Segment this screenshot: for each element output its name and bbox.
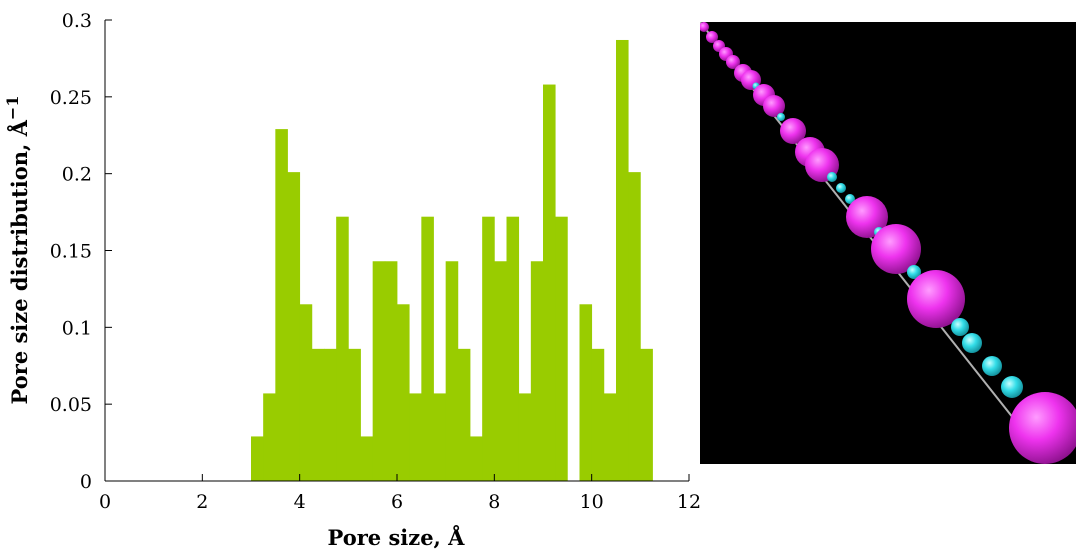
x-tick-label: 6 bbox=[391, 491, 403, 513]
histogram-bar bbox=[518, 393, 532, 481]
histogram-bar bbox=[372, 261, 386, 481]
x-tick-label: 10 bbox=[580, 491, 604, 513]
pore-sphere bbox=[1009, 392, 1076, 464]
pore-sphere bbox=[763, 95, 785, 117]
x-ticks: 0 2 4 6 8 10 12 bbox=[99, 474, 700, 513]
histogram-bar bbox=[348, 348, 361, 481]
x-tick-label: 0 bbox=[99, 491, 111, 513]
histogram-bar bbox=[579, 304, 593, 481]
histogram-bar bbox=[628, 172, 641, 481]
channel-sphere bbox=[827, 172, 837, 182]
histogram-bar bbox=[251, 436, 264, 481]
histogram-bar bbox=[591, 348, 605, 481]
histogram-bar bbox=[457, 348, 471, 481]
x-tick-label: 2 bbox=[196, 491, 208, 513]
y-axis-title: Pore size distribution, Å−1 bbox=[3, 96, 32, 405]
y-tick-label: 0.25 bbox=[50, 87, 92, 109]
histogram-bar bbox=[384, 261, 398, 481]
pore-size-histogram: 0 2 4 6 8 10 12 0 0.05 0.1 0.15 0.2 0.25 0.3 Pore si… bbox=[3, 10, 700, 550]
sphere-chain bbox=[700, 22, 1076, 464]
y-tick-label: 0 bbox=[80, 471, 92, 493]
channel-sphere bbox=[1001, 376, 1023, 398]
histogram-bar bbox=[275, 129, 288, 481]
histogram-bar bbox=[409, 393, 422, 481]
histogram-bar bbox=[506, 216, 520, 481]
x-tick-label: 12 bbox=[677, 491, 700, 513]
x-axis-title: Pore size, Å bbox=[328, 525, 466, 550]
y-tick-label: 0.2 bbox=[62, 164, 92, 186]
pore-sphere bbox=[780, 118, 806, 144]
pore-sphere bbox=[706, 31, 718, 43]
pore-sphere bbox=[726, 55, 740, 69]
histogram-bar bbox=[287, 172, 301, 481]
y-tick-label: 0.15 bbox=[50, 241, 92, 263]
histogram-bar bbox=[640, 348, 653, 481]
histogram-bar bbox=[397, 304, 410, 481]
channel-sphere bbox=[836, 183, 846, 193]
histogram-bar bbox=[543, 84, 556, 481]
histogram-bar bbox=[433, 393, 447, 481]
histogram-bar bbox=[603, 393, 617, 481]
y-axis-title-text: Pore size distribution, Å bbox=[7, 119, 32, 404]
channel-sphere bbox=[962, 333, 982, 353]
histogram-bar bbox=[616, 39, 629, 482]
channel-sphere bbox=[845, 194, 855, 204]
y-axis-title-superscript: −1 bbox=[3, 96, 22, 121]
channel-sphere bbox=[951, 318, 969, 336]
histogram-bar bbox=[445, 261, 459, 481]
histogram-bar bbox=[360, 436, 374, 481]
x-tick-label: 8 bbox=[488, 491, 500, 513]
histogram-bar bbox=[299, 304, 313, 481]
pore-sphere bbox=[907, 270, 965, 328]
y-tick-label: 0.3 bbox=[62, 10, 92, 32]
histogram-bar bbox=[494, 261, 507, 481]
pore-sphere bbox=[871, 224, 921, 274]
y-ticks: 0 0.05 0.1 0.15 0.2 0.25 0.3 bbox=[50, 10, 112, 493]
x-tick-label: 4 bbox=[294, 491, 306, 513]
y-tick-label: 0.1 bbox=[62, 317, 92, 339]
histogram-bar bbox=[421, 216, 434, 481]
histogram-bar bbox=[530, 261, 544, 481]
histogram-bar bbox=[324, 348, 337, 481]
histogram-bar bbox=[482, 216, 495, 481]
channel-sphere bbox=[982, 356, 1002, 376]
molecular-render-image bbox=[700, 22, 1076, 464]
histogram-bar bbox=[263, 393, 276, 481]
channel-sphere bbox=[907, 265, 921, 279]
channel-sphere bbox=[777, 113, 785, 121]
pore-sphere bbox=[700, 22, 709, 32]
histogram-bar bbox=[470, 436, 483, 481]
histogram-bar bbox=[336, 216, 349, 481]
histogram-bar bbox=[555, 216, 568, 481]
histogram-bar bbox=[311, 348, 325, 481]
y-tick-label: 0.05 bbox=[50, 394, 92, 416]
histogram-bars bbox=[251, 39, 653, 482]
